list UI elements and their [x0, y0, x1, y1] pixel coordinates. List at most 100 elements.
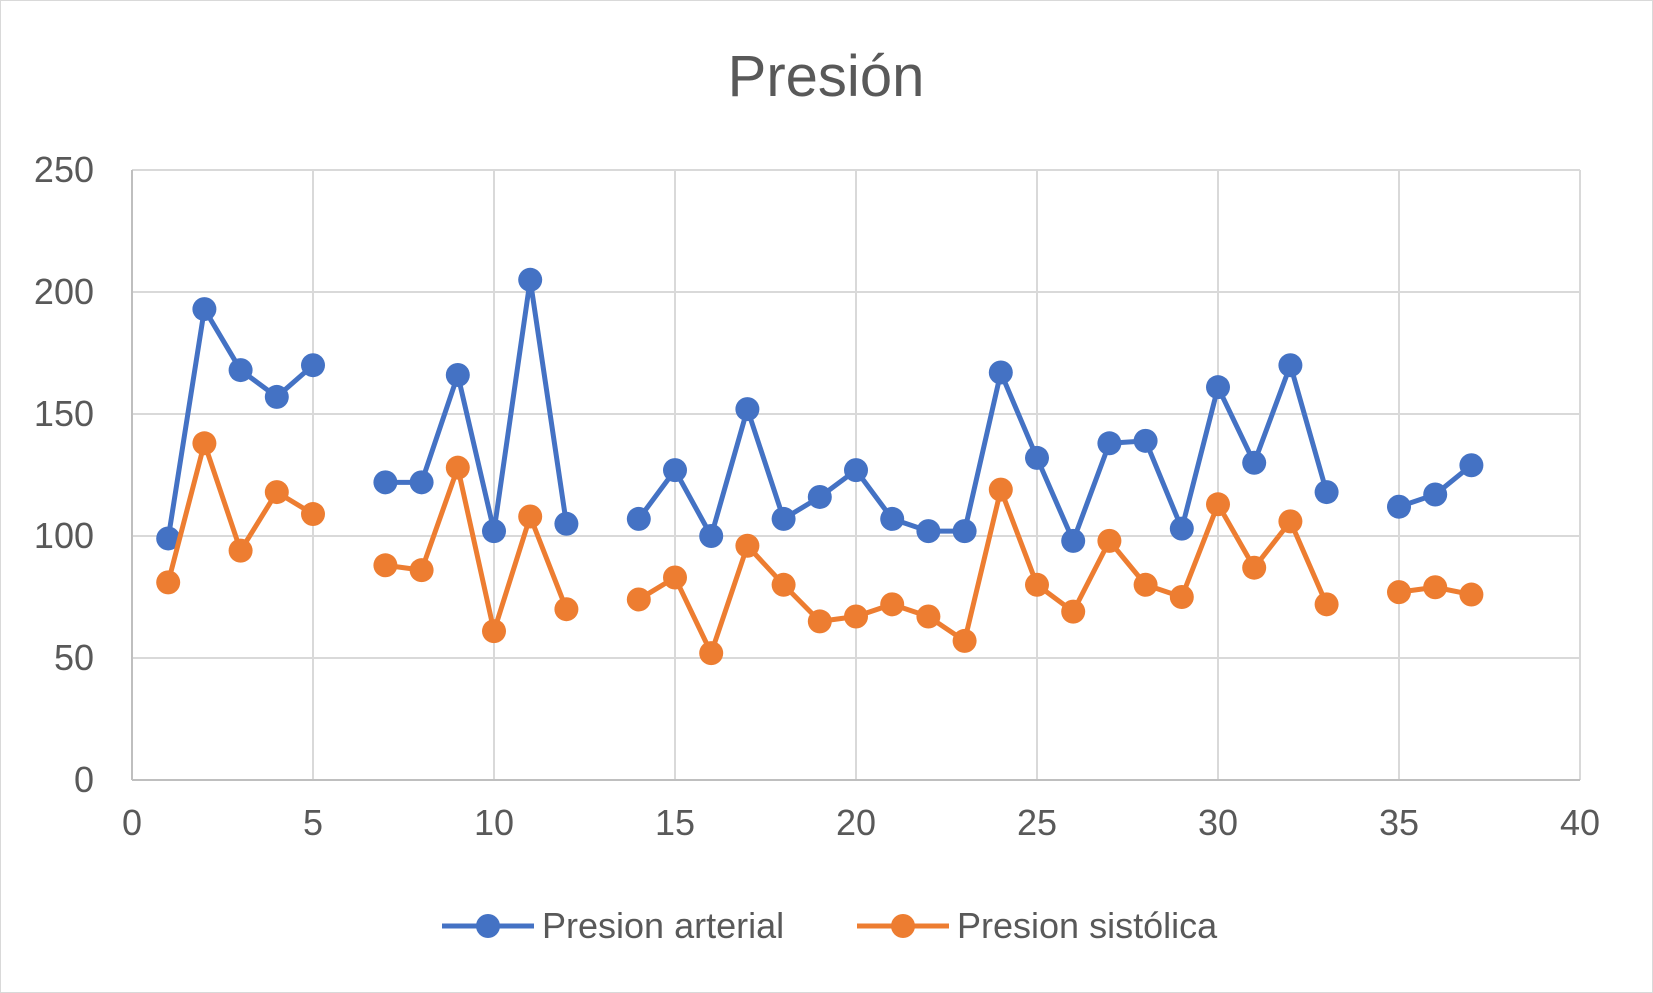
series-1-point-14	[626, 587, 651, 612]
series-0-point-18	[771, 506, 796, 531]
series-1-point-4	[264, 480, 289, 505]
legend-label-presion-arterial: Presion arterial	[542, 905, 784, 946]
tick-labels: 0 50 100 150 200 250 0 5 10 15 20 25 30 35 40	[34, 149, 1600, 843]
series-0-point-31	[1242, 450, 1267, 475]
series-0-point-7	[373, 470, 398, 495]
series-1-point-17	[735, 533, 760, 558]
legend-label-presion-sistolica: Presion sistólica	[957, 905, 1218, 946]
series-0-point-26	[1061, 528, 1086, 553]
series-0-point-15	[663, 458, 687, 483]
y-tick-label-100: 100	[34, 515, 94, 556]
x-tick-label-35: 35	[1379, 802, 1419, 843]
series-0-point-2	[192, 297, 217, 322]
series-layer	[156, 267, 1484, 666]
series-1-point-7	[373, 553, 398, 578]
series-0-point-25	[1025, 445, 1049, 470]
series-1-point-9	[445, 455, 470, 480]
y-tick-label-150: 150	[34, 393, 94, 434]
series-0-point-30	[1206, 375, 1230, 400]
series-1-point-19	[807, 609, 832, 634]
x-tick-label-30: 30	[1198, 802, 1238, 843]
series-0-point-16	[699, 524, 724, 548]
x-tick-label-40: 40	[1560, 802, 1600, 843]
series-1-point-10	[482, 619, 506, 644]
series-0-point-1	[156, 526, 181, 551]
y-tick-label-0: 0	[74, 759, 94, 800]
series-0-point-27	[1097, 431, 1122, 456]
series-0-point-23	[952, 519, 977, 544]
series-1-group	[156, 431, 1484, 666]
legend: Presion arterial Presion sistólica	[442, 905, 1218, 946]
y-tick-label-200: 200	[34, 271, 94, 312]
series-0-point-11	[518, 267, 543, 292]
series-1-point-31	[1242, 555, 1267, 580]
series-1-point-16	[699, 641, 724, 666]
series-0-point-9	[445, 362, 470, 387]
series-0-point-36	[1423, 482, 1448, 507]
series-0-point-22	[916, 519, 941, 544]
series-0-point-35	[1387, 494, 1411, 519]
axes	[131, 170, 1580, 781]
x-tick-label-0: 0	[122, 802, 142, 843]
series-1-point-12	[554, 597, 579, 622]
series-1-point-29	[1169, 585, 1194, 609]
series-0-point-32	[1278, 353, 1303, 378]
series-0-point-28	[1133, 428, 1158, 453]
x-tick-label-25: 25	[1017, 802, 1057, 843]
series-1-point-37	[1459, 582, 1484, 607]
legend-marker-presion-sistolica	[891, 914, 915, 938]
legend-item-presion-sistolica: Presion sistólica	[857, 905, 1218, 946]
series-0-point-29	[1169, 516, 1194, 541]
series-1-point-35	[1387, 580, 1411, 605]
series-0-group	[156, 267, 1484, 553]
x-tick-label-5: 5	[303, 802, 323, 843]
x-tick-label-10: 10	[474, 802, 514, 843]
series-0-line-segment-2	[636, 362, 1330, 544]
series-1-point-8	[409, 558, 434, 583]
series-1-point-11	[518, 504, 543, 529]
series-0-point-20	[844, 458, 868, 483]
series-1-point-18	[771, 572, 796, 597]
series-1-line-segment-1	[382, 465, 569, 634]
series-1-point-32	[1278, 509, 1303, 534]
y-tick-label-50: 50	[54, 637, 94, 678]
series-0-point-14	[626, 506, 651, 531]
x-tick-label-20: 20	[836, 802, 876, 843]
series-0-point-5	[301, 353, 325, 378]
series-0-point-21	[880, 506, 905, 531]
chart-title: Presión	[728, 44, 925, 109]
series-1-point-15	[663, 565, 687, 590]
series-0-point-24	[988, 360, 1013, 385]
series-1-point-1	[156, 570, 181, 595]
series-0-point-12	[554, 511, 579, 536]
series-1-point-26	[1061, 599, 1086, 624]
series-1-point-28	[1133, 572, 1158, 597]
series-0-point-3	[228, 358, 253, 383]
series-0-point-33	[1314, 480, 1339, 505]
series-1-point-25	[1025, 572, 1049, 597]
series-1-point-30	[1206, 492, 1230, 517]
series-0-point-19	[807, 484, 832, 509]
y-tick-label-250: 250	[34, 149, 94, 190]
series-0-point-8	[409, 470, 434, 495]
series-1-point-24	[988, 477, 1013, 502]
series-1-point-33	[1314, 592, 1339, 617]
series-0-line-segment-1	[382, 277, 569, 534]
series-0-point-10	[482, 519, 506, 544]
x-tick-label-15: 15	[655, 802, 695, 843]
legend-marker-presion-arterial	[476, 914, 500, 938]
series-1-point-5	[301, 502, 325, 527]
series-1-point-3	[228, 538, 253, 563]
series-1-point-36	[1423, 575, 1448, 600]
series-1-point-27	[1097, 528, 1122, 553]
series-1-point-22	[916, 604, 941, 629]
series-0-point-4	[264, 384, 289, 409]
legend-item-presion-arterial: Presion arterial	[442, 905, 784, 946]
series-1-point-20	[844, 604, 868, 629]
series-0-point-37	[1459, 453, 1484, 478]
series-1-point-23	[952, 628, 977, 653]
series-1-point-2	[192, 431, 217, 456]
series-1-point-21	[880, 592, 905, 617]
series-0-point-17	[735, 397, 760, 422]
